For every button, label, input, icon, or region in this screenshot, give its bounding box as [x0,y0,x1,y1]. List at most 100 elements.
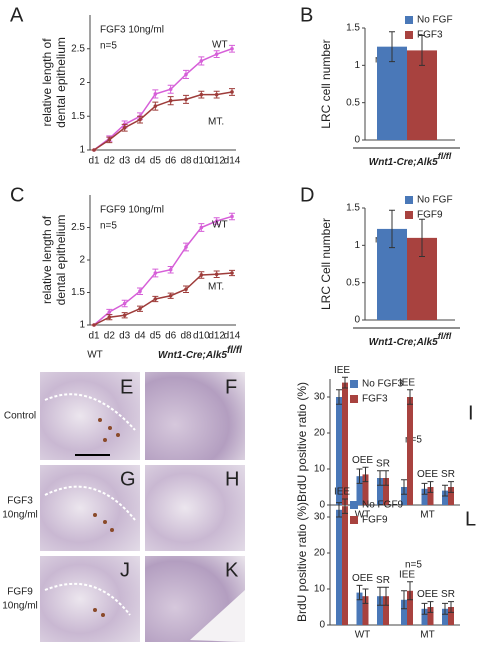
y-tick-label: 1 [79,145,85,156]
error-bar [401,479,407,495]
x-tick-label: d14 [224,331,241,342]
point [153,104,158,108]
bar-group-label: OEE [417,469,438,480]
legend-swatch [405,16,413,24]
y-axis-label: LRC Cell number [319,218,333,310]
x-tick-label: d14 [224,156,241,167]
y-tick-label: 1.5 [346,23,360,34]
row-label: FGF9 [7,587,33,598]
x-tick-label: d8 [180,156,192,167]
bar [342,506,348,625]
y-axis-label: dental epithelium [54,215,68,306]
point [214,219,219,223]
point [153,271,158,275]
point [184,72,188,77]
point [107,310,112,314]
point [199,92,204,97]
bar [421,608,428,625]
bar [427,607,434,625]
error-bar [356,468,363,484]
annotation: n=5 [405,560,422,571]
panel-letter: A [10,4,24,26]
legend-label: No FGF [417,195,453,206]
y-axis-label: relative length of [40,38,54,127]
panel-letter: D [300,184,314,206]
point [214,92,219,97]
series-label: WT [212,40,228,51]
error-bar [448,481,454,493]
x-tick-label: d5 [150,156,162,167]
error-bar [419,34,425,66]
bar-group-label: SR [376,458,390,469]
legend-label: FGF3 [417,30,443,41]
x-tick-label: d10 [193,331,210,342]
series-label: WT [212,220,228,231]
error-bar [342,498,348,514]
x-tick-label: d12 [208,331,225,342]
x-tick-label: d5 [150,331,162,342]
legend-label: No FGF9 [362,500,404,511]
bar-group-label: IEE [399,569,415,580]
legend-label: No FGF3 [362,379,404,390]
y-tick-label: 20 [314,428,326,439]
row-label: FGF3 [7,496,33,507]
column-header: Wnt1-Cre;Alk5fl/fl [158,345,242,361]
series-label: MT. [208,282,224,293]
y-tick-label: 10 [314,584,326,595]
legend-swatch [350,516,358,524]
error-bar [362,466,369,483]
error-bar [421,482,428,495]
y-tick-label: 0.5 [346,97,360,108]
error-bar [377,586,383,606]
bar [407,397,413,505]
bar [448,487,454,505]
legend-swatch [350,380,358,388]
error-bar [336,389,342,405]
point [230,271,234,275]
y-tick-label: 1.5 [71,111,85,122]
point [230,46,234,51]
bar-group-label: IEE [334,365,350,376]
point [138,289,142,294]
point [122,301,127,306]
legend-label: FGF9 [417,210,443,221]
y-tick-label: 0.5 [346,277,360,288]
x-tick-label: WT [355,510,371,521]
x-tick-label: d4 [134,331,146,342]
x-tick-label: MT [420,630,434,641]
point [199,225,204,230]
y-tick-label: 2.5 [71,222,85,233]
bar-group-label: IEE [334,487,350,498]
column-header-sup: fl/fl [227,345,242,356]
error-bar [389,31,395,63]
bar-group-label: SR [441,589,455,600]
x-axis-label: Wnt1-Cre;Alk5fl/fl [369,331,452,347]
x-axis-label-sup: fl/fl [438,151,452,161]
bar [383,478,389,505]
y-tick-label: 0 [354,315,360,326]
line [93,215,233,326]
line [93,48,233,151]
line [93,91,233,151]
x-tick-label: d6 [165,156,177,167]
error-bar [442,602,448,615]
y-axis-label: BrdU positive ratio (%) [295,502,309,622]
bar [377,46,407,140]
bar [342,382,348,505]
line [93,272,233,326]
bar [421,488,428,505]
bar [356,592,363,625]
point [122,125,127,130]
bar [448,607,454,625]
point [168,293,173,298]
panel-letter: I [468,402,474,424]
legend-label: FGF9 [362,515,388,526]
legend-swatch [350,501,358,509]
x-axis-label-sup: fl/fl [438,331,452,341]
legend-label: FGF3 [362,394,388,405]
point [168,98,173,103]
y-axis-label: dental epithelium [54,37,68,128]
y-tick-label: 20 [314,548,326,559]
point [199,273,204,277]
error-bar [419,218,425,258]
